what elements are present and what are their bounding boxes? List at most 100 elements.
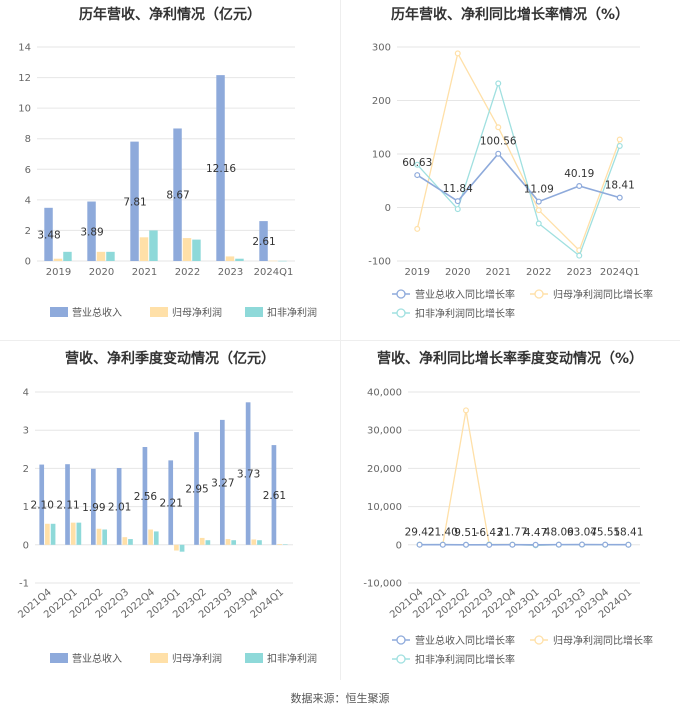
data-point: [579, 541, 586, 548]
data-label: 8.67: [166, 190, 189, 202]
data-label: 9.51: [454, 527, 477, 539]
legend-swatch: [150, 307, 168, 317]
x-tick-label: 2021: [132, 267, 157, 278]
y-tick-label: -1: [19, 579, 29, 590]
data-point: [486, 541, 493, 548]
data-point: [414, 225, 421, 232]
y-tick-label: 6: [25, 165, 31, 176]
bar: [282, 544, 288, 545]
data-point: [535, 198, 542, 205]
annual-growth-chart: -100 0 100 200 300 2019 2020 2021 2022 2023 2024Q1…: [368, 43, 653, 321]
legend-marker: [396, 289, 406, 299]
data-label: 11.84: [443, 183, 473, 195]
bar: [44, 207, 53, 261]
bar: [271, 445, 277, 545]
data-point: [602, 541, 609, 548]
legend-swatch: [50, 307, 68, 317]
y-tick-label: 3: [23, 426, 29, 437]
bar: [235, 258, 244, 261]
data-label: 2.01: [108, 501, 131, 513]
x-tick-label: 2020: [89, 267, 114, 278]
data-label: 2.95: [185, 483, 208, 495]
y-tick-label: 0: [23, 540, 29, 551]
bar: [53, 258, 63, 261]
legend-label: 营业总收入同比增长率: [415, 288, 515, 301]
panel-annual-growth: 历年营收、净利同比增长率情况（%） -100 0 100 200 300 2019 2020…: [340, 0, 680, 340]
data-label: 2.11: [56, 499, 79, 511]
data-label: 7.81: [123, 196, 146, 208]
legend-marker: [396, 654, 406, 664]
x-tick-label: 2022: [175, 267, 200, 278]
data-point: [576, 182, 583, 189]
legend-label: 扣非净利润: [267, 306, 317, 319]
data-label: 29.42: [405, 527, 435, 539]
y-tick-label: 0: [25, 257, 31, 268]
x-tick-label: 2023: [567, 267, 592, 278]
data-label: 11.09: [524, 184, 554, 196]
bar: [225, 539, 231, 545]
bar: [182, 238, 192, 261]
panel-quarterly-values: 营收、净利季度变动情况（亿元） -1 0 1 2 3 4 2021Q4 2022Q1 2022Q…: [0, 340, 340, 680]
bar: [245, 402, 251, 545]
data-point: [495, 124, 502, 131]
data-label: 2.21: [160, 498, 183, 510]
bar: [96, 528, 102, 545]
legend-label: 营业总收入同比增长率: [415, 634, 515, 647]
bar: [231, 540, 237, 545]
data-label: 18.41: [613, 527, 643, 539]
bar: [65, 464, 70, 545]
data-label: 1.99: [82, 502, 105, 514]
horizontal-divider: [0, 340, 680, 341]
legend-label: 归母净利润: [172, 652, 222, 665]
legend-label: 归母净利润: [172, 306, 222, 319]
bar: [39, 464, 45, 545]
data-label: 3.89: [80, 226, 103, 238]
bar: [122, 537, 128, 545]
bar: [63, 251, 72, 261]
data-point: [509, 541, 516, 548]
bar: [70, 522, 76, 545]
bar: [87, 201, 96, 261]
y-tick-label: -10,000: [363, 579, 402, 590]
bar: [199, 537, 205, 545]
data-label: 2.61: [252, 236, 275, 248]
legend-label: 归母净利润同比增长率: [553, 634, 653, 647]
y-tick-label: 100: [372, 150, 391, 161]
bar: [148, 529, 153, 545]
legend-swatch: [150, 653, 168, 663]
data-label: 3.27: [211, 477, 234, 489]
data-label: 48.09: [544, 527, 574, 539]
bar: [194, 432, 199, 545]
y-tick-label: 30,000: [367, 426, 402, 437]
data-point: [495, 80, 502, 87]
data-point: [616, 194, 623, 201]
data-label: 63.07: [567, 527, 597, 539]
chart-title: 历年营收、净利情况（亿元）: [79, 7, 261, 23]
series-line: [416, 51, 621, 252]
data-point: [439, 541, 446, 548]
bar: [96, 251, 106, 261]
bar: [106, 251, 115, 261]
quarterly-values-chart: -1012342021Q42022Q12022Q22022Q32022Q4202…: [16, 388, 317, 666]
data-point: [454, 198, 461, 205]
legend-marker: [396, 308, 406, 318]
data-label: 40.19: [564, 168, 594, 180]
bar: [192, 239, 201, 261]
bar: [139, 237, 149, 261]
y-tick-label: 300: [372, 43, 391, 54]
data-source: 数据来源：恒生聚源: [290, 692, 390, 705]
bar: [219, 419, 225, 545]
panel-annual-values: 历年营收、净利情况（亿元） 0 2 4 6 8 10 12 14 2019 2020 2021 202…: [0, 0, 340, 340]
data-label: 60.63: [402, 157, 432, 169]
data-point: [462, 541, 469, 548]
bar: [179, 544, 185, 552]
bar: [153, 531, 159, 545]
data-label: 18.41: [605, 180, 635, 192]
bar: [50, 523, 56, 545]
x-tick-label: 2024Q1: [254, 267, 294, 278]
bar: [128, 539, 133, 545]
bar: [257, 540, 262, 545]
bar: [130, 141, 139, 261]
bar: [268, 260, 278, 262]
data-point: [454, 50, 461, 57]
